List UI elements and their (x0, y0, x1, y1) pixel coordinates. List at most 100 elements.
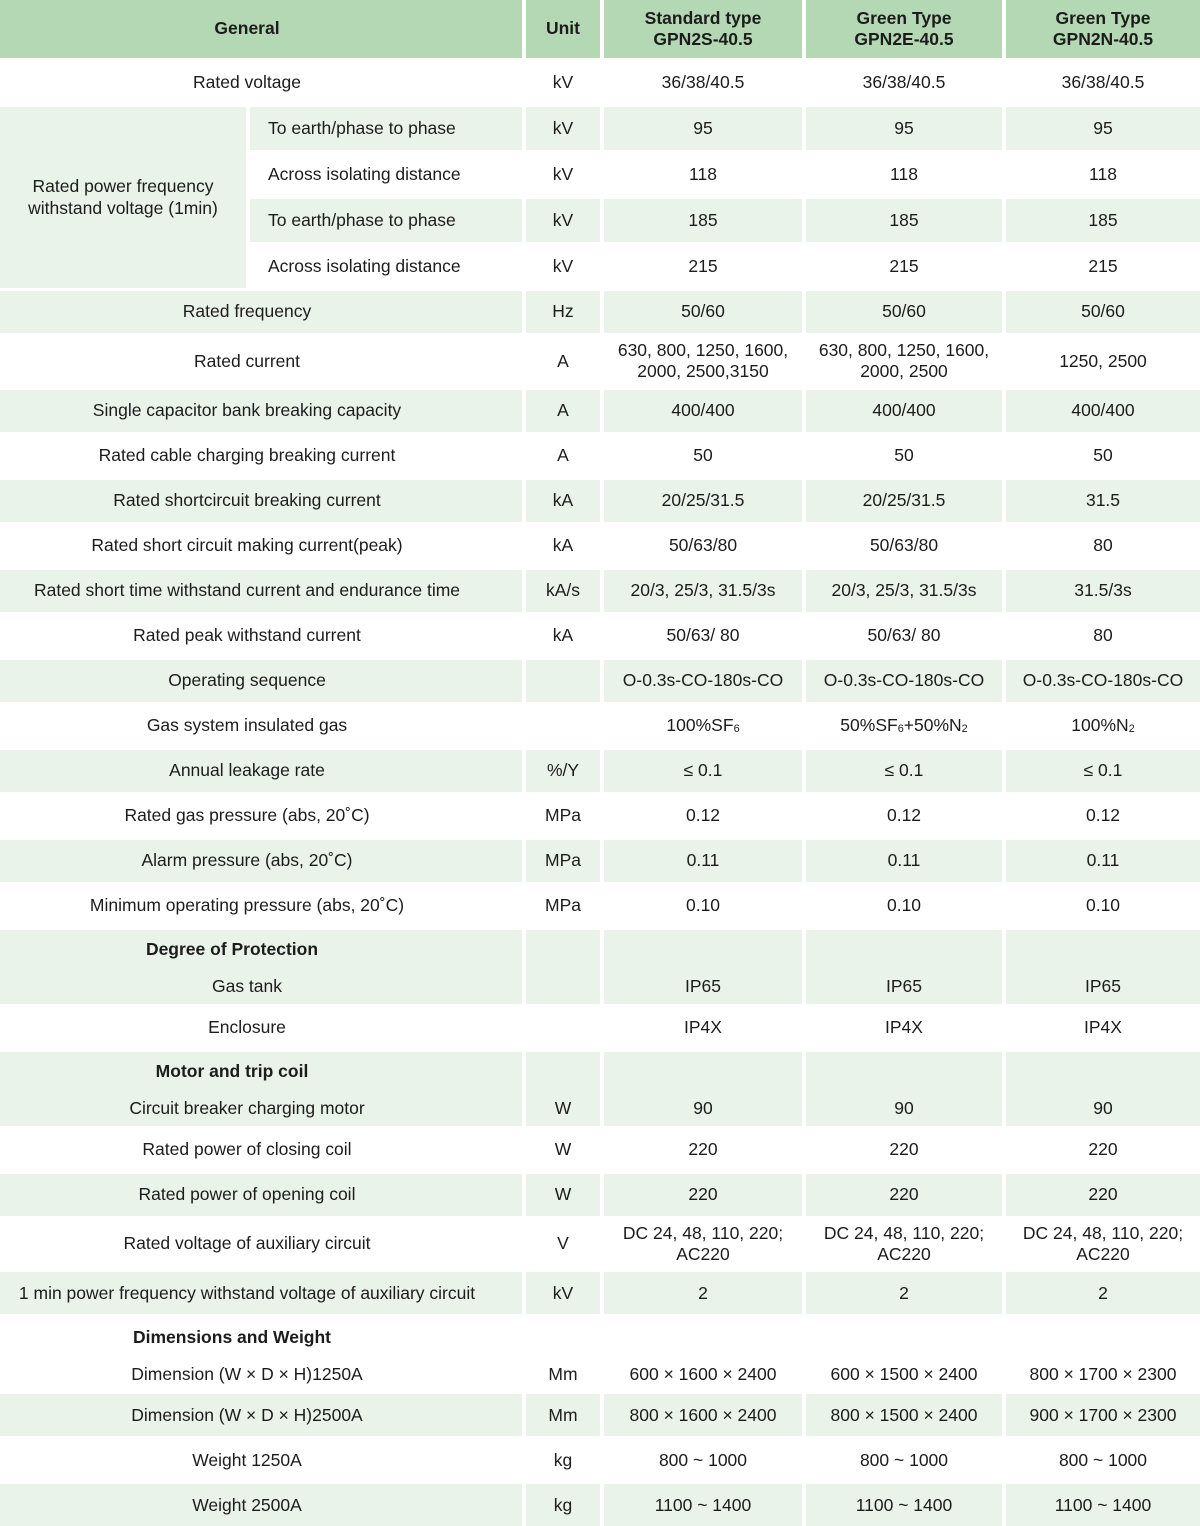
table-row: Gas system insulated gas 100%SF 6 50%SF 6 +50… (0, 704, 1200, 747)
unit-cell: kg (526, 1439, 600, 1482)
value-cell-gpn2n: 36/38/40.5 (1006, 62, 1200, 104)
unit-cell: A (526, 389, 600, 432)
value-cell-gpn2s: 50/63/ 80 (604, 614, 802, 657)
header-type-line1: Standard type (644, 7, 762, 28)
row-label: Rated peak withstand current (0, 614, 522, 657)
value-cell-gpn2n (1006, 1051, 1200, 1092)
value-cell-gpn2s: 50/60 (604, 291, 802, 333)
unit-cell (526, 1317, 600, 1358)
header-type-line1: Green Type (856, 7, 952, 28)
value-cell-gpn2e: 95 (806, 107, 1002, 150)
value-cell-gpn2n: IP65 (1006, 969, 1200, 1004)
value-cell-gpn2s: 20/25/31.5 (604, 479, 802, 522)
unit-cell: W (526, 1091, 600, 1126)
row-label: Gas system insulated gas (0, 704, 522, 747)
value-cell-gpn2n: 900 × 1700 × 2300 (1006, 1394, 1200, 1437)
value-cell-gpn2e: 50/63/80 (806, 524, 1002, 567)
value-cell-gpn2e: 90 (806, 1091, 1002, 1126)
row-sub-label: Across isolating distance (250, 245, 522, 288)
value-cell-gpn2n: 118 (1006, 153, 1200, 196)
value-cell-gpn2s: IP65 (604, 969, 802, 1004)
row-label: Weight 2500A (0, 1484, 522, 1526)
value-cell-gpn2s: 215 (604, 245, 802, 288)
value-cell-gpn2s: 220 (604, 1128, 802, 1171)
value-cell-gpn2s: O-0.3s-CO-180s-CO (604, 659, 802, 702)
value-cell-gpn2e: 600 × 1500 × 2400 (806, 1357, 1002, 1392)
unit-cell: kA (526, 479, 600, 522)
unit-cell: W (526, 1128, 600, 1171)
value-cell-gpn2e: 0.10 (806, 884, 1002, 927)
header-type-gpn2e: Green Type GPN2E-40.5 (806, 0, 1002, 58)
row-label: Rated power of opening coil (0, 1173, 522, 1216)
row-label: Rated voltage of auxiliary circuit (0, 1218, 522, 1270)
unit-cell: kg (526, 1484, 600, 1526)
unit-cell (526, 929, 600, 970)
row-label: Alarm pressure (abs, 20˚C) (0, 839, 522, 882)
table-row: Rated frequency Hz 50/60 50/60 50/60 (0, 291, 1200, 333)
unit-cell: Mm (526, 1357, 600, 1392)
value-cell-gpn2n: 80 (1006, 524, 1200, 567)
section-row: Motor and trip coil (0, 1051, 1200, 1092)
value-cell-gpn2e: 50/63/ 80 (806, 614, 1002, 657)
value-cell-gpn2e: 215 (806, 245, 1002, 288)
value-cell-gpn2e: 36/38/40.5 (806, 62, 1002, 104)
row-label: Single capacitor bank breaking capacity (0, 389, 522, 432)
unit-cell: %/Y (526, 749, 600, 792)
header-type-gpn2n: Green Type GPN2N-40.5 (1006, 0, 1200, 58)
unit-cell: kV (526, 1272, 600, 1315)
unit-cell: kV (526, 199, 600, 242)
value-cell-gpn2s: 630, 800, 1250, 1600, 2000, 2500,3150 (604, 336, 802, 387)
value-cell-gpn2e (806, 1051, 1002, 1092)
row-label: Rated short circuit making current(peak) (0, 524, 522, 567)
unit-cell (526, 1006, 600, 1049)
row-sub-label: To earth/phase to phase (250, 107, 522, 150)
value-cell-gpn2s: 100%SF 6 (604, 704, 802, 747)
table-row: Rated shortcircuit breaking current kA 20/… (0, 479, 1200, 522)
unit-cell: MPa (526, 794, 600, 837)
row-label: Rated gas pressure (abs, 20˚C) (0, 794, 522, 837)
unit-cell (526, 704, 600, 747)
value-cell-gpn2e: 185 (806, 199, 1002, 242)
value-cell-gpn2e: 800 × 1500 × 2400 (806, 1394, 1002, 1437)
value-cell-gpn2n: 100%N 2 (1006, 704, 1200, 747)
header-type-line1: Green Type (1055, 7, 1151, 28)
row-label: Rated power of closing coil (0, 1128, 522, 1171)
unit-cell (526, 659, 600, 702)
value-cell-gpn2s: 220 (604, 1173, 802, 1216)
value-cell-gpn2s: 800 × 1600 × 2400 (604, 1394, 802, 1437)
table-row: Rated cable charging breaking current A 50… (0, 434, 1200, 477)
value-cell-gpn2e: 2 (806, 1272, 1002, 1315)
value-cell-gpn2n: 2 (1006, 1272, 1200, 1315)
value-cell-gpn2s: IP4X (604, 1006, 802, 1049)
table-row: Circuit breaker charging motor W 90 90 90 (0, 1091, 1200, 1126)
value-cell-gpn2s: 1100 ~ 1400 (604, 1484, 802, 1526)
group-row-label: Rated power frequency withstand voltage … (0, 107, 246, 288)
table-row: Rated current A 630, 800, 1250, 1600, 2000… (0, 336, 1200, 387)
unit-cell: MPa (526, 839, 600, 882)
table-row: Dimension (W × D × H)1250A Mm 600 × 1600 ×… (0, 1357, 1200, 1392)
row-label: Rated current (0, 336, 522, 387)
value-cell-gpn2s: 50 (604, 434, 802, 477)
value-cell-gpn2e (806, 1317, 1002, 1358)
header-type-line2: GPN2E-40.5 (854, 29, 954, 49)
value-cell-gpn2n: 50/60 (1006, 291, 1200, 333)
header-type-line2: GPN2S-40.5 (653, 29, 753, 49)
row-label: Dimension (W × D × H)1250A (0, 1357, 522, 1392)
table-header-row: General Unit Standard type GPN2S-40.5 Gr… (0, 0, 1200, 58)
row-label: Enclosure (0, 1006, 522, 1049)
row-sub-label: To earth/phase to phase (250, 199, 522, 242)
value-cell-gpn2s (604, 1051, 802, 1092)
value-cell-gpn2n: 1250, 2500 (1006, 336, 1200, 387)
unit-cell: W (526, 1173, 600, 1216)
value-cell-gpn2e (806, 929, 1002, 970)
table-row: Rated gas pressure (abs, 20˚C) MPa 0.12 0.1… (0, 794, 1200, 837)
unit-cell (526, 969, 600, 1004)
section-title: Motor and trip coil (0, 1051, 522, 1092)
header-general: General (0, 0, 522, 58)
value-cell-gpn2e: O-0.3s-CO-180s-CO (806, 659, 1002, 702)
value-cell-gpn2e: 118 (806, 153, 1002, 196)
value-cell-gpn2s: 0.11 (604, 839, 802, 882)
value-cell-gpn2s: 118 (604, 153, 802, 196)
table-row: 1 min power frequency withstand voltage … (0, 1272, 1200, 1315)
value-cell-gpn2n: 90 (1006, 1091, 1200, 1126)
